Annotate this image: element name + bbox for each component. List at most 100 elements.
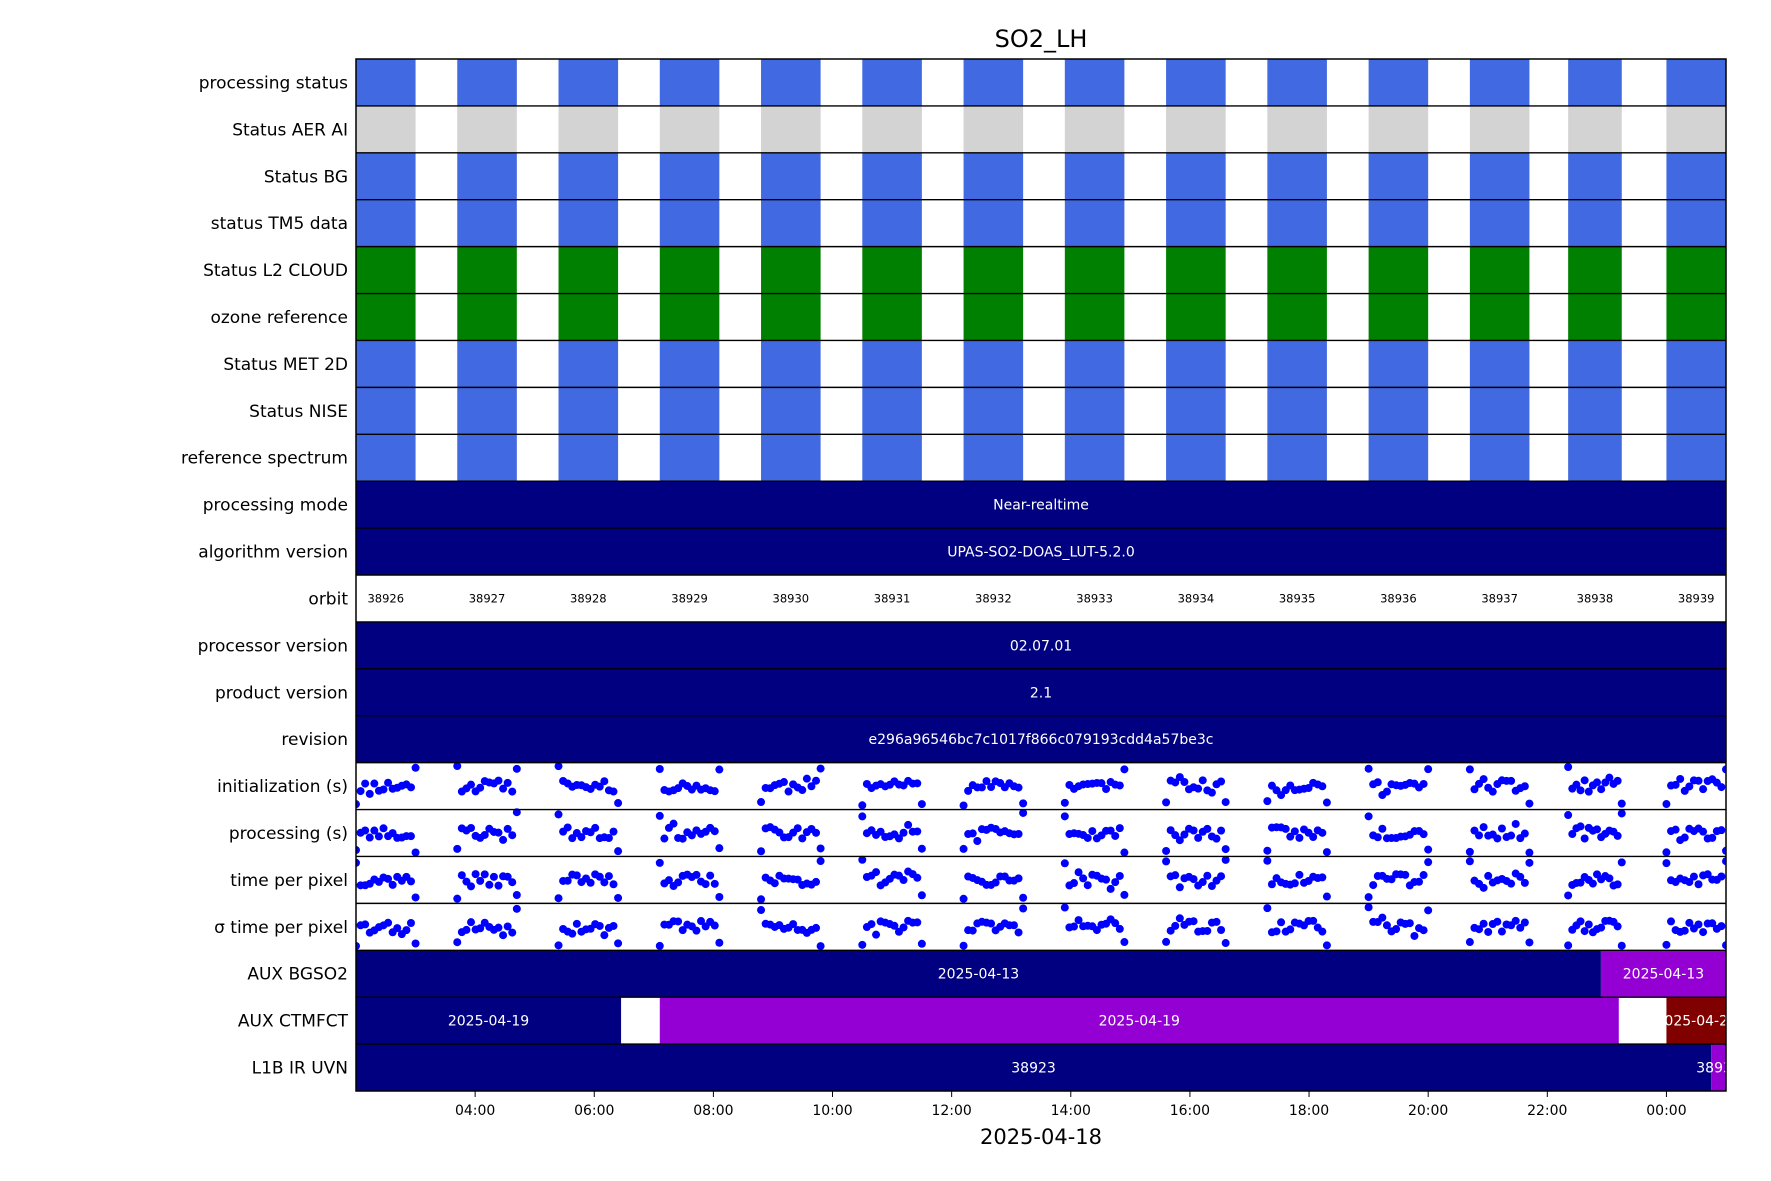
time-per-pixel-point-3-11 bbox=[600, 931, 609, 940]
processing-s-point-13-8 bbox=[1593, 825, 1602, 834]
status-aer-ai-granule-11 bbox=[1368, 105, 1429, 153]
status-bg-granule-6 bbox=[862, 152, 922, 200]
time-per-pixel-point-11-9 bbox=[1401, 870, 1410, 879]
time-per-pixel-point-4-12 bbox=[706, 871, 715, 880]
initialization-s-point-9-14 bbox=[1221, 798, 1230, 807]
time-per-pixel-point-12-5 bbox=[1484, 871, 1493, 880]
status-bg-granule-8 bbox=[1064, 152, 1125, 200]
time-per-pixel-point-13-1 bbox=[1564, 941, 1573, 950]
orbit-label-38939: 38939 bbox=[1678, 591, 1715, 605]
processing-s-point-14-9 bbox=[1699, 827, 1708, 836]
x-axis-label: 2025-04-18 bbox=[980, 1125, 1102, 1149]
row-label-aux-bgso2: AUX BGSO2 bbox=[247, 965, 348, 985]
time-per-pixel-point-5-14 bbox=[816, 857, 825, 866]
l1b-ir-uvn-span-label-1: 38923 bbox=[1011, 1061, 1056, 1077]
row-label-processing-s: processing (s) bbox=[229, 824, 348, 844]
time-per-pixel-point-9-10 bbox=[1203, 871, 1212, 880]
processing-s-point-2-4 bbox=[467, 823, 476, 832]
processing-status-granule-14 bbox=[1666, 59, 1726, 106]
processing-s-point-6-9 bbox=[894, 834, 903, 843]
time-per-pixel-point-13-7 bbox=[1588, 879, 1597, 888]
time-per-pixel-point-2-14 bbox=[512, 890, 521, 899]
processing-s-point-9-14 bbox=[1221, 845, 1230, 854]
revision-span-label-1: e296a96546bc7c1017f866c079193cdd4a57be3c bbox=[869, 732, 1214, 748]
row-label-status-bg: Status BG bbox=[264, 167, 348, 187]
status-l2-cloud-granule-3 bbox=[558, 246, 619, 294]
status-met-2d-granule-5 bbox=[761, 340, 821, 388]
status-aer-ai-granule-5 bbox=[761, 105, 821, 153]
reference-spectrum-granule-6 bbox=[862, 434, 922, 482]
row-label-processing-status: processing status bbox=[199, 73, 348, 93]
time-per-pixel-point-10-13 bbox=[1318, 873, 1327, 882]
time-per-pixel-point-12-4 bbox=[1479, 919, 1488, 928]
time-per-pixel-point-11-7 bbox=[1392, 925, 1401, 934]
time-per-pixel-point-6-14 bbox=[917, 939, 926, 948]
x-tick-label-1400: 14:00 bbox=[1051, 1103, 1091, 1119]
processing-s-point-9-12 bbox=[1212, 834, 1221, 843]
processing-s-point-4-6 bbox=[678, 834, 687, 843]
initialization-s-point-3-1 bbox=[554, 762, 563, 771]
status-nise-granule-3 bbox=[558, 387, 619, 435]
status-bg-granule-13 bbox=[1568, 152, 1622, 200]
orbit-label-38934: 38934 bbox=[1178, 591, 1215, 605]
orbit-label-38933: 38933 bbox=[1076, 591, 1113, 605]
time-per-pixel-point-8-10 bbox=[1102, 875, 1111, 884]
time-per-pixel-point-10-14 bbox=[1322, 892, 1331, 901]
status-nise-granule-9 bbox=[1166, 387, 1226, 435]
time-per-pixel-point-2-8 bbox=[485, 880, 494, 889]
initialization-s-point-9-1 bbox=[1162, 798, 1171, 807]
status-tm5-data-granule-2 bbox=[457, 199, 517, 247]
time-per-pixel-point-8-13 bbox=[1115, 871, 1124, 880]
row-label-ozone-reference: ozone reference bbox=[210, 308, 348, 328]
status-nise-granule-1 bbox=[356, 387, 416, 435]
initialization-s-point-12-4 bbox=[1479, 775, 1488, 784]
row-label-status-l2-cloud: Status L2 CLOUD bbox=[203, 261, 348, 281]
processing-s-point-8-11 bbox=[1106, 826, 1115, 835]
time-per-pixel-point-8-3 bbox=[1069, 922, 1078, 931]
processing-s-point-8-12 bbox=[1111, 831, 1120, 840]
time-per-pixel-point-10-6 bbox=[1286, 925, 1295, 934]
initialization-s-point-7-1 bbox=[959, 801, 968, 810]
orbit-label-38930: 38930 bbox=[773, 591, 810, 605]
processing-s-point-14-11 bbox=[1708, 833, 1717, 842]
status-tm5-data-granule-8 bbox=[1064, 199, 1125, 247]
time-per-pixel-point-3-14 bbox=[614, 893, 623, 902]
orbit-label-38929: 38929 bbox=[671, 591, 708, 605]
reference-spectrum-granule-1 bbox=[356, 434, 416, 482]
initialization-s-point-11-5 bbox=[1382, 787, 1391, 796]
time-per-pixel-point-13-14 bbox=[1617, 941, 1626, 950]
initialization-s-point-14-8 bbox=[1694, 776, 1703, 785]
time-per-pixel-point-9-13 bbox=[1217, 925, 1226, 934]
initialization-s-point-2-12 bbox=[503, 778, 512, 787]
initialization-s-point-8-14 bbox=[1120, 765, 1129, 774]
ozone-reference-granule-14 bbox=[1666, 293, 1726, 341]
processing-s-point-12-7 bbox=[1493, 834, 1502, 843]
initialization-s-point-1-7 bbox=[379, 785, 388, 794]
x-tick-label-0000: 00:00 bbox=[1646, 1103, 1686, 1119]
x-tick-label-2000: 20:00 bbox=[1408, 1103, 1448, 1119]
time-per-pixel-point-2-1 bbox=[453, 938, 462, 947]
ozone-reference-granule-5 bbox=[761, 293, 821, 341]
time-per-pixel-point-14-5 bbox=[1680, 926, 1689, 935]
ozone-reference-granule-2 bbox=[457, 293, 517, 341]
status-aer-ai-granule-2 bbox=[457, 105, 517, 153]
processing-s-point-1-5 bbox=[370, 826, 379, 835]
initialization-s-point-1-1 bbox=[356, 800, 360, 809]
time-per-pixel-point-8-3 bbox=[1069, 879, 1078, 888]
row-label-processor-version: processor version bbox=[198, 636, 348, 656]
time-per-pixel-point-14-8 bbox=[1694, 920, 1703, 929]
status-nise-granule-8 bbox=[1064, 387, 1125, 435]
time-per-pixel-point-13-13 bbox=[1613, 880, 1622, 889]
time-per-pixel-point-2-12 bbox=[503, 922, 512, 931]
plot-frame bbox=[355, 58, 1727, 1092]
orbit-label-38926: 38926 bbox=[367, 591, 404, 605]
row-label-initialization-s: initialization (s) bbox=[217, 777, 348, 797]
processing-s-point-6-10 bbox=[899, 828, 908, 837]
initialization-s-point-5-13 bbox=[812, 776, 821, 785]
status-l2-cloud-granule-6 bbox=[862, 246, 922, 294]
product-version-span-label-1: 2.1 bbox=[1030, 685, 1052, 701]
time-per-pixel-point-9-10 bbox=[1203, 926, 1212, 935]
time-per-pixel-point-7-13 bbox=[1014, 928, 1023, 937]
processing-s-point-1-14 bbox=[411, 848, 420, 857]
time-per-pixel-point-3-5 bbox=[572, 919, 581, 928]
